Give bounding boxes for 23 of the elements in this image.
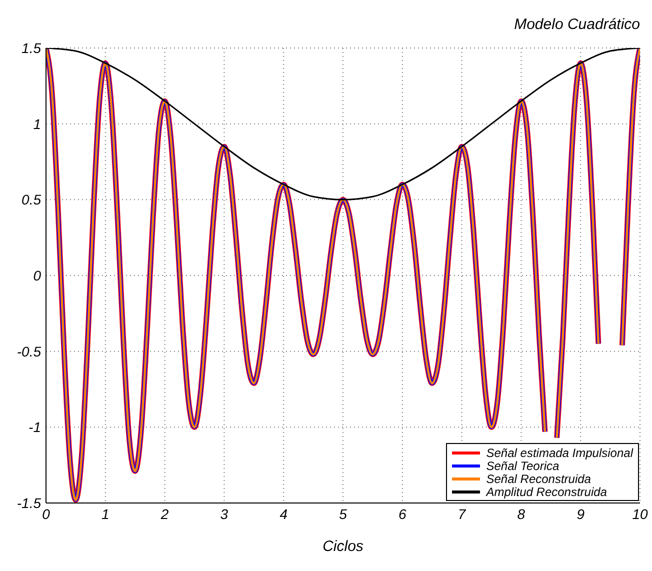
x-tick-label: 10 [632, 506, 648, 522]
x-tick-label: 5 [339, 506, 348, 522]
x-tick-label: 2 [160, 506, 169, 522]
x-tick-label: 7 [458, 506, 467, 522]
legend-label: Amplitud Reconstruida [486, 484, 607, 498]
y-tick-label: -1 [28, 419, 41, 436]
y-tick-label: 0 [33, 267, 42, 284]
x-tick-label: 6 [398, 506, 406, 522]
chart-title: Modelo Cuadrático [514, 16, 640, 33]
y-tick-label: 1.5 [22, 40, 42, 56]
x-tick-label: 4 [280, 506, 288, 522]
y-tick-label: 1 [33, 116, 41, 132]
legend-label: Señal Reconstruida [486, 472, 591, 486]
legend-label: Señal Teorica [486, 458, 560, 472]
x-tick-label: 8 [517, 506, 526, 522]
x-tick-label: 1 [102, 506, 110, 522]
y-tick-label: -0.5 [16, 343, 42, 360]
x-axis-title: Ciclos [322, 538, 364, 555]
y-tick-label: -1.5 [16, 494, 42, 511]
x-tick-label: 3 [220, 506, 228, 522]
legend-label: Señal estimada Impulsional [486, 446, 633, 460]
x-tick-label: 9 [576, 506, 585, 522]
y-tick-label: 0.5 [22, 192, 42, 208]
